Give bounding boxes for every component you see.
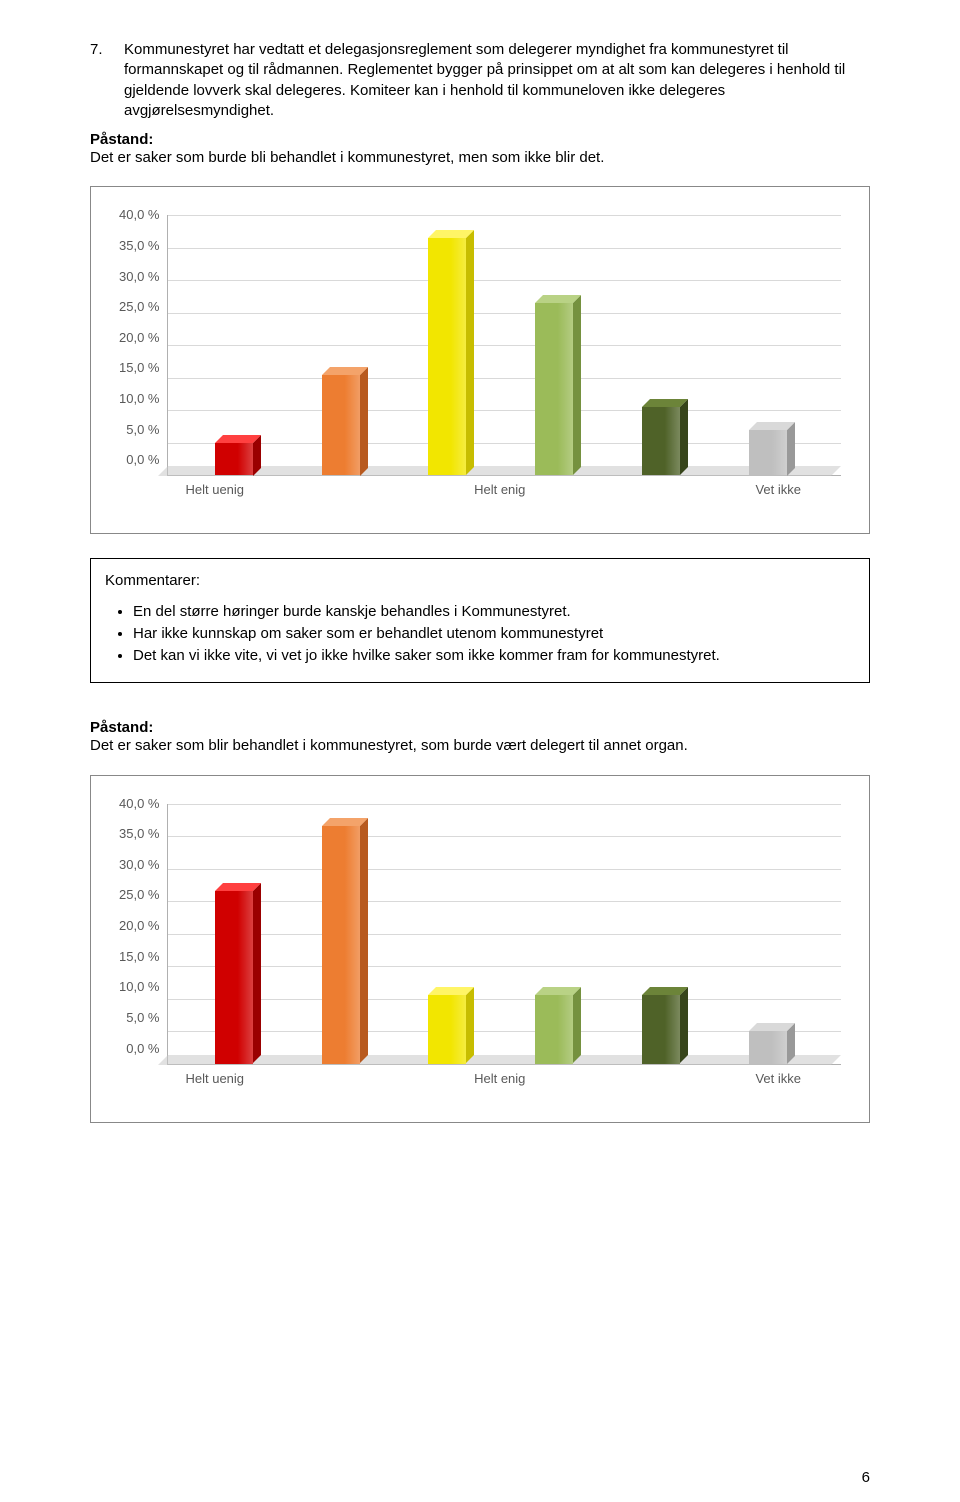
bar xyxy=(638,995,692,1063)
chart-1-plot-wrap: Helt uenig Helt enig Vet ikke xyxy=(167,215,841,515)
y-tick-label: 0,0 % xyxy=(126,1041,159,1056)
y-tick-label: 10,0 % xyxy=(119,391,159,406)
paastand-1-text: Det er saker som burde bli behandlet i k… xyxy=(90,148,870,168)
comments-title: Kommentarer: xyxy=(105,571,855,591)
chart-2-x-labels: Helt uenig Helt enig Vet ikke xyxy=(167,1065,841,1086)
x-tick-label: Helt uenig xyxy=(185,1071,244,1086)
chart-2-plot-wrap: Helt uenig Helt enig Vet ikke xyxy=(167,804,841,1104)
x-tick-label: Vet ikke xyxy=(755,1071,801,1086)
bar xyxy=(638,407,692,475)
bar xyxy=(318,826,372,1063)
bar xyxy=(745,430,799,476)
y-tick-label: 20,0 % xyxy=(119,330,159,345)
bar xyxy=(424,238,478,475)
x-tick-label: Vet ikke xyxy=(755,482,801,497)
y-tick-label: 35,0 % xyxy=(119,826,159,841)
section-number: 7. xyxy=(90,40,114,121)
comments-box: Kommentarer: En del større høringer burd… xyxy=(90,558,870,683)
y-tick-label: 10,0 % xyxy=(119,979,159,994)
y-tick-label: 0,0 % xyxy=(126,452,159,467)
comment-item: Har ikke kunnskap om saker som er behand… xyxy=(133,624,855,644)
chart-1-plot xyxy=(167,215,841,476)
paastand-1-label: Påstand: xyxy=(90,131,870,148)
chart-2-y-axis: 40,0 % 35,0 % 30,0 % 25,0 % 20,0 % 15,0 % 10,0… xyxy=(119,796,167,1056)
chart-1-y-axis: 40,0 % 35,0 % 30,0 % 25,0 % 20,0 % 15,0 % 10,0… xyxy=(119,207,167,467)
y-tick-label: 15,0 % xyxy=(119,949,159,964)
x-tick-label: Helt enig xyxy=(474,482,525,497)
paastand-2-label: Påstand: xyxy=(90,719,870,736)
chart-2-bars xyxy=(168,804,841,1064)
y-tick-label: 30,0 % xyxy=(119,269,159,284)
y-tick-label: 15,0 % xyxy=(119,360,159,375)
y-tick-label: 40,0 % xyxy=(119,207,159,222)
y-tick-label: 5,0 % xyxy=(126,1010,159,1025)
comment-item: Det kan vi ikke vite, vi vet jo ikke hvi… xyxy=(133,646,855,666)
y-tick-label: 35,0 % xyxy=(119,238,159,253)
chart-2-plot xyxy=(167,804,841,1065)
bar xyxy=(531,303,585,475)
y-tick-label: 40,0 % xyxy=(119,796,159,811)
bar xyxy=(424,995,478,1063)
section-intro-text: Kommunestyret har vedtatt et delegasjons… xyxy=(124,40,870,121)
bar xyxy=(318,375,372,476)
y-tick-label: 25,0 % xyxy=(119,887,159,902)
y-tick-label: 5,0 % xyxy=(126,422,159,437)
chart-2: 40,0 % 35,0 % 30,0 % 25,0 % 20,0 % 15,0 % 10,0… xyxy=(90,775,870,1123)
bar xyxy=(211,891,265,1063)
chart-2-area: 40,0 %35,0 %30,0 %25,0 %20,0 %15,0 %10,0… xyxy=(119,804,841,1104)
chart-1-bars xyxy=(168,215,841,475)
bar xyxy=(531,995,585,1063)
x-tick-label: Helt uenig xyxy=(185,482,244,497)
chart-1: 40,0 % 35,0 % 30,0 % 25,0 % 20,0 % 15,0 % 10,0… xyxy=(90,186,870,534)
paastand-2-text: Det er saker som blir behandlet i kommun… xyxy=(90,736,870,756)
comment-item: En del større høringer burde kanskje beh… xyxy=(133,602,855,622)
page-number: 6 xyxy=(862,1469,870,1486)
bar xyxy=(211,443,265,476)
y-tick-label: 30,0 % xyxy=(119,857,159,872)
comments-list: En del større høringer burde kanskje beh… xyxy=(105,602,855,667)
chart-1-x-labels: Helt uenig Helt enig Vet ikke xyxy=(167,476,841,497)
section-intro: 7. Kommunestyret har vedtatt et delegasj… xyxy=(90,40,870,121)
page-root: 7. Kommunestyret har vedtatt et delegasj… xyxy=(0,0,960,1502)
x-tick-label: Helt enig xyxy=(474,1071,525,1086)
bar xyxy=(745,1031,799,1064)
chart-1-area: 40,0 %35,0 %30,0 %25,0 %20,0 %15,0 %10,0… xyxy=(119,215,841,515)
y-tick-label: 20,0 % xyxy=(119,918,159,933)
y-tick-label: 25,0 % xyxy=(119,299,159,314)
